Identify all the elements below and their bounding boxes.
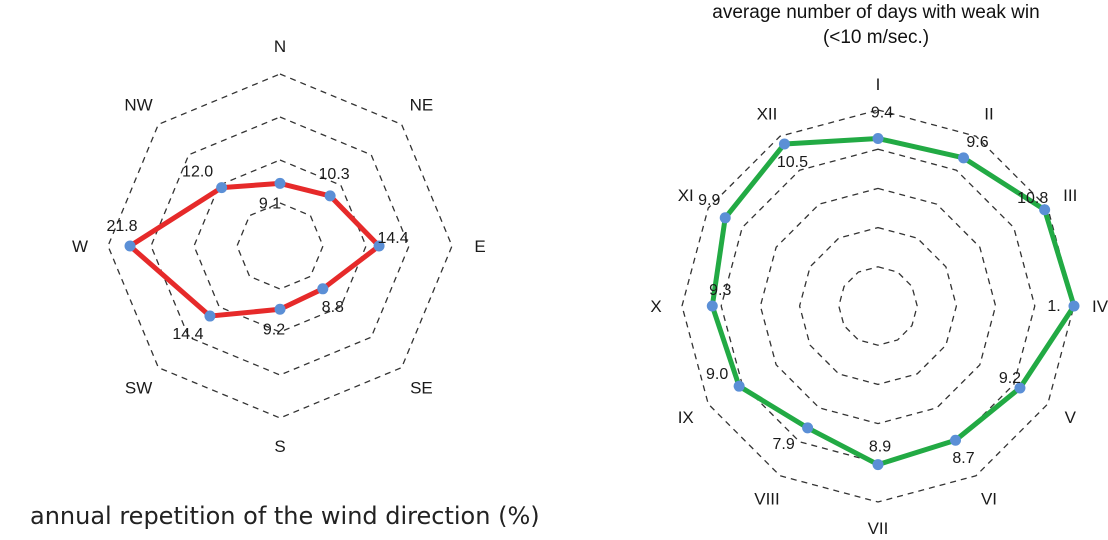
data-label: 8.8 — [322, 299, 344, 316]
axis-label-nw: NW — [124, 96, 152, 115]
data-point — [872, 459, 884, 471]
data-label: 9.0 — [706, 366, 728, 383]
data-label: 21.8 — [106, 218, 137, 235]
axis-label-w: W — [72, 237, 88, 256]
data-point — [1014, 382, 1026, 394]
data-point — [1039, 204, 1051, 216]
data-point — [317, 283, 329, 295]
data-label: 8.9 — [869, 439, 891, 456]
data-label: 10.8 — [1017, 190, 1048, 207]
data-points — [124, 177, 385, 322]
axis-label-i: I — [876, 75, 881, 94]
grid-ring — [838, 266, 918, 346]
data-point — [706, 300, 718, 312]
axis-label-n: N — [274, 37, 286, 56]
chart-title-line-1: average number of days with weak win — [712, 2, 1039, 23]
axis-label-xii: XII — [757, 105, 778, 124]
data-points — [706, 133, 1080, 471]
axis-label-ne: NE — [410, 96, 434, 115]
axis-label-sw: SW — [125, 378, 152, 397]
data-point — [204, 310, 216, 322]
data-label: 9.2 — [263, 321, 285, 338]
data-label: 14.4 — [172, 326, 203, 343]
data-label: 9.2 — [999, 370, 1021, 387]
series-line — [709, 136, 1077, 468]
axis-label-viii: VIII — [754, 489, 780, 508]
data-label: 12.0 — [182, 164, 213, 181]
data-labels: 9.4 9.6 10.8 1. 9.2 8.7 8.9 7.9 9.0 9.3 9.9 10.5 — [698, 105, 1061, 468]
axis-label-vii: VII — [868, 519, 889, 538]
data-label: 10.3 — [319, 166, 350, 183]
grid-ring — [759, 187, 997, 425]
data-label: 9.3 — [709, 282, 731, 299]
data-label: 9.6 — [966, 134, 988, 151]
radar-axis-labels: N NE E SE S SW W NW — [72, 37, 486, 456]
data-point — [124, 240, 136, 252]
axis-label-iii: III — [1063, 186, 1077, 205]
wind-direction-radar: N NE E SE S SW W NW 9.1 10.3 14.4 8.8 9.2 14.4 21.8 12… — [30, 37, 540, 530]
axis-label-ii: II — [984, 105, 993, 124]
data-labels: 9.1 10.3 14.4 8.8 9.2 14.4 21.8 12.0 — [106, 164, 408, 343]
axis-label-e: E — [474, 237, 485, 256]
data-label: 8.7 — [952, 450, 974, 467]
axis-label-iv: IV — [1092, 297, 1108, 316]
data-label: 9.9 — [698, 192, 720, 209]
data-label: 7.9 — [772, 436, 794, 453]
grid-ring — [236, 202, 324, 290]
data-label: 9.1 — [259, 195, 281, 212]
data-point — [950, 434, 962, 446]
data-point — [216, 182, 228, 194]
chart-title-line-2: (<10 m/sec.) — [823, 27, 929, 48]
data-point — [958, 152, 970, 164]
grid-ring — [798, 226, 958, 386]
data-label: 10.5 — [777, 154, 808, 171]
data-label: 9.4 — [871, 105, 893, 122]
data-point — [872, 133, 884, 145]
data-point — [274, 177, 286, 189]
data-point — [1068, 300, 1080, 312]
chart-title: annual repetition of the wind direction … — [30, 502, 540, 530]
data-label: 14.4 — [378, 230, 409, 247]
data-point — [778, 138, 790, 150]
data-label: 1. — [1047, 298, 1060, 315]
data-point — [802, 422, 814, 434]
axis-label-s: S — [274, 437, 285, 456]
axis-label-xi: XI — [678, 186, 694, 205]
data-point — [324, 190, 336, 202]
axis-label-x: X — [650, 297, 661, 316]
axis-label-se: SE — [410, 378, 433, 397]
axis-label-ix: IX — [678, 408, 694, 427]
data-point — [373, 240, 385, 252]
series-line — [127, 180, 382, 319]
axis-label-vi: VI — [981, 489, 997, 508]
data-point — [274, 303, 286, 315]
data-point — [733, 380, 745, 392]
axis-label-v: V — [1065, 408, 1077, 427]
data-point — [719, 212, 731, 224]
